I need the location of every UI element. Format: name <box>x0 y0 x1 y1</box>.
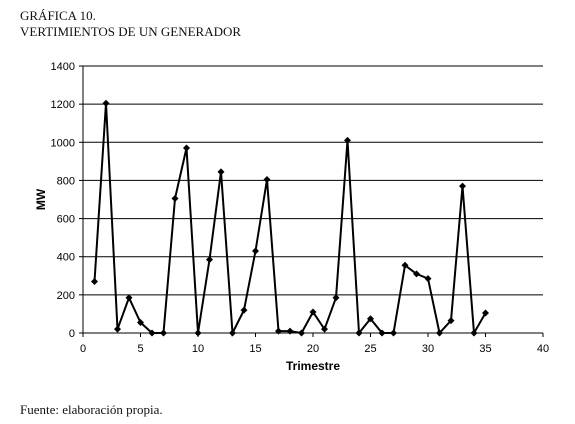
x-tick-label: 25 <box>364 343 376 355</box>
x-axis-title: Trimestre <box>286 359 340 373</box>
y-tick-label: 1000 <box>51 137 75 149</box>
y-tick-labels: 0 200 400 600 800 1000 1200 1400 <box>51 61 75 340</box>
y-tick-label: 1200 <box>51 99 75 111</box>
data-point <box>447 317 455 325</box>
data-point <box>424 275 432 283</box>
data-point <box>332 294 340 302</box>
y-axis-title: MW <box>34 188 48 210</box>
data-point <box>355 329 363 337</box>
data-point <box>183 144 190 152</box>
data-point <box>298 329 305 337</box>
data-point <box>286 327 294 335</box>
x-tick-label: 10 <box>192 343 204 355</box>
figure-heading: GRÁFICA 10. VERTIMIENTOS DE UN GENERADOR <box>20 8 241 40</box>
figure-label: GRÁFICA 10. <box>20 8 96 23</box>
data-point <box>309 308 317 316</box>
data-point <box>367 315 374 323</box>
data-point <box>401 261 409 269</box>
data-point <box>275 327 282 335</box>
y-tick-label: 200 <box>57 290 75 302</box>
data-point <box>470 329 478 337</box>
x-tick-label: 15 <box>249 343 261 355</box>
y-tick-label: 800 <box>57 175 75 187</box>
data-point <box>378 329 386 337</box>
data-point <box>344 136 351 144</box>
data-point <box>240 306 248 314</box>
x-tick-label: 20 <box>307 343 319 355</box>
data-point <box>160 329 167 337</box>
figure-source: Fuente: elaboración propia. <box>20 402 163 417</box>
data-point <box>390 329 397 337</box>
y-tick-label: 1400 <box>51 61 75 73</box>
x-tick-label: 30 <box>422 343 434 355</box>
data-point <box>102 99 110 107</box>
y-tick-label: 600 <box>57 214 75 226</box>
data-point <box>171 195 179 203</box>
data-point <box>459 182 466 190</box>
data-point <box>137 319 144 327</box>
x-tick-label: 35 <box>479 343 491 355</box>
data-markers <box>91 99 489 337</box>
data-point <box>413 270 420 278</box>
y-tick-label: 0 <box>69 328 75 340</box>
data-point <box>321 325 328 333</box>
axes <box>79 65 544 337</box>
data-point <box>263 175 271 183</box>
grid-lines <box>83 65 543 296</box>
y-tick-label: 400 <box>57 252 75 264</box>
data-point <box>217 168 225 176</box>
x-tick-label: 5 <box>137 343 143 355</box>
figure-title: VERTIMIENTOS DE UN GENERADOR <box>20 24 242 39</box>
data-point <box>91 278 98 286</box>
data-point <box>125 294 133 302</box>
data-point <box>148 329 156 337</box>
data-point <box>229 329 236 337</box>
data-point <box>206 256 213 264</box>
data-point <box>436 329 443 337</box>
data-point <box>482 309 489 317</box>
data-point <box>114 325 121 333</box>
x-tick-labels: 0 5 10 15 20 25 30 35 40 <box>80 343 549 355</box>
data-point <box>252 247 259 255</box>
x-tick-label: 40 <box>537 343 549 355</box>
x-tick-label: 0 <box>80 343 86 355</box>
data-point <box>194 329 202 337</box>
